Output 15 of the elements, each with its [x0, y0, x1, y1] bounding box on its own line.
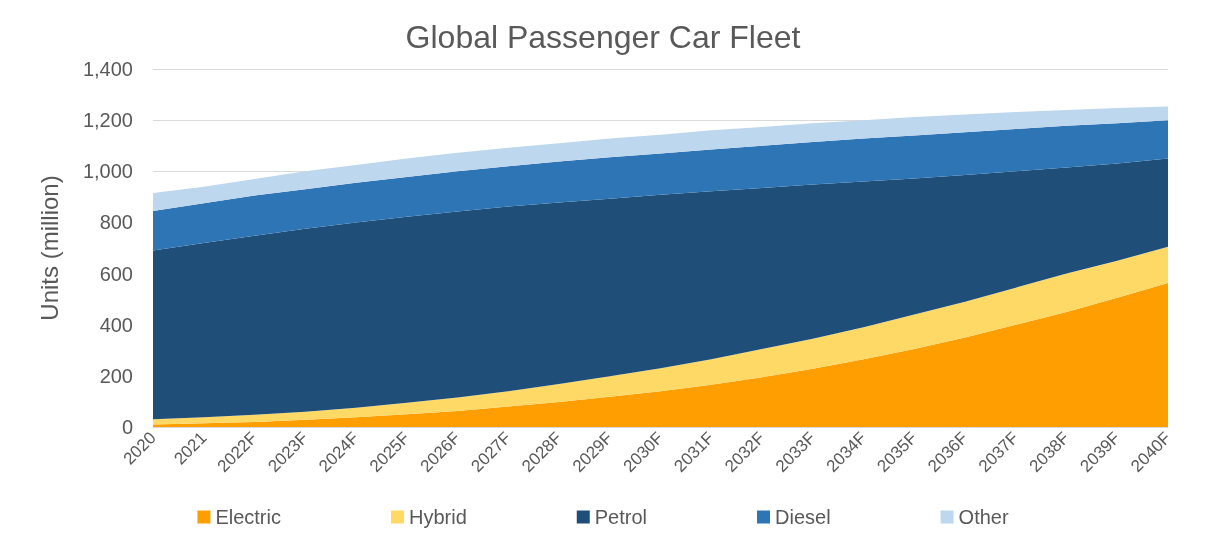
y-axis-title: Units (million)	[35, 175, 63, 321]
y-tick-label: 600	[99, 262, 133, 285]
y-tick-label: 1,000	[82, 160, 133, 183]
chart-title: Global Passenger Car Fleet	[405, 19, 801, 55]
y-tick-label: 0	[121, 416, 133, 438]
y-tick-label: 400	[99, 313, 133, 336]
y-tick-label: 1,400	[82, 58, 133, 80]
legend-label: Petrol	[594, 506, 648, 528]
legend-label: Electric	[215, 506, 281, 528]
legend-label: Hybrid	[408, 506, 467, 528]
y-tick-label: 800	[99, 211, 133, 234]
legend-label: Diesel	[775, 506, 831, 528]
legend-label: Other	[958, 506, 1009, 528]
y-tick-label: 1,200	[82, 109, 133, 132]
y-tick-label: 200	[99, 364, 133, 387]
